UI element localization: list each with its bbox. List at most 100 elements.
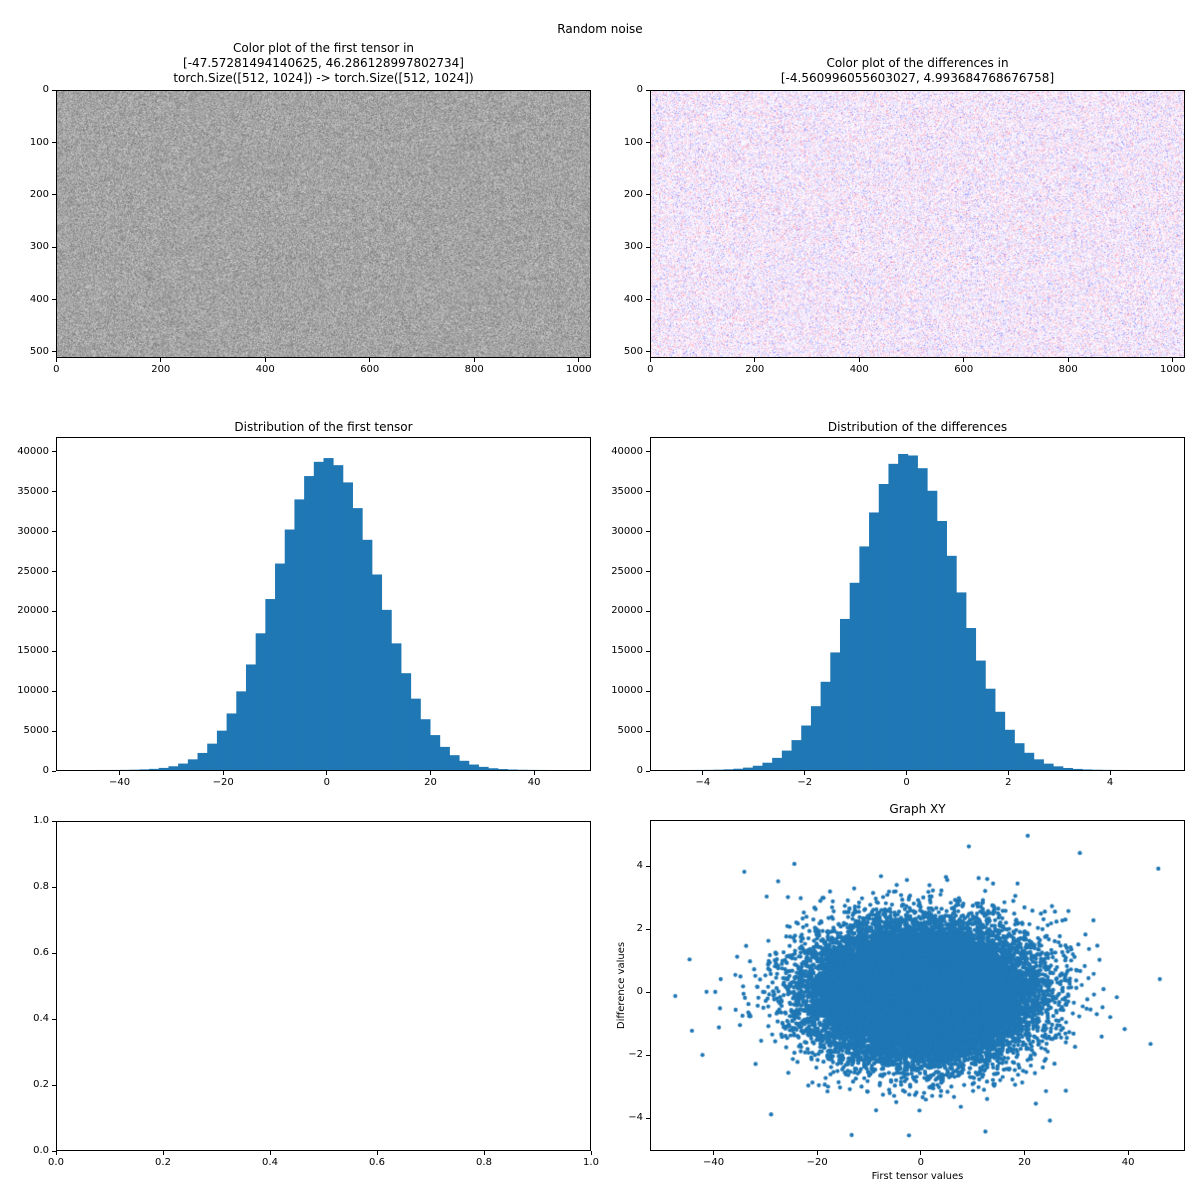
y-tick-mark	[52, 887, 56, 888]
histogram-bar	[879, 484, 889, 770]
histogram-bar	[840, 619, 850, 770]
histogram-bar	[1073, 769, 1083, 770]
first-tensor-noise-image	[57, 91, 590, 357]
y-tick-mark	[52, 821, 56, 822]
histogram-bar	[256, 633, 266, 770]
graph-xy-scatter-canvas	[651, 821, 1184, 1150]
x-tick-label: 0	[918, 1157, 924, 1169]
histogram-bar	[1014, 743, 1024, 770]
histogram-bar	[488, 768, 498, 770]
y-tick-label: 4	[588, 860, 643, 872]
y-tick-mark	[52, 531, 56, 532]
x-tick-label: 400	[850, 364, 869, 376]
histogram-bar	[947, 556, 957, 770]
x-tick-label: 0.2	[155, 1157, 171, 1169]
y-tick-label: 300	[588, 241, 643, 253]
y-tick-mark	[646, 992, 650, 993]
y-tick-label: 0	[0, 84, 49, 96]
y-tick-mark	[52, 491, 56, 492]
y-tick-mark	[52, 953, 56, 954]
x-tick-label: 600	[954, 364, 973, 376]
histogram-bar	[811, 706, 821, 770]
histogram-bar	[995, 712, 1005, 770]
histogram-bar	[440, 747, 450, 770]
x-tick-mark	[804, 771, 805, 775]
y-tick-label: 0	[588, 84, 643, 96]
y-tick-mark	[646, 611, 650, 612]
y-tick-mark	[52, 771, 56, 772]
histogram-bar	[782, 751, 792, 770]
x-tick-label: 600	[360, 364, 379, 376]
x-tick-mark	[163, 1151, 164, 1155]
x-tick-mark	[56, 1151, 57, 1155]
x-tick-mark	[56, 358, 57, 362]
x-tick-mark	[920, 1151, 921, 1155]
x-tick-mark	[119, 771, 120, 775]
y-tick-label: 200	[588, 189, 643, 201]
histogram-bar	[207, 744, 217, 770]
histogram-bar	[401, 673, 411, 770]
y-tick-mark	[52, 451, 56, 452]
y-tick-mark	[646, 194, 650, 195]
figure-suptitle: Random noise	[0, 22, 1200, 36]
y-tick-mark	[646, 142, 650, 143]
y-tick-mark	[646, 451, 650, 452]
histogram-bar	[850, 583, 860, 770]
histogram-bar	[762, 763, 772, 770]
histogram-bar	[227, 713, 237, 770]
y-tick-label: 40000	[588, 446, 643, 458]
histogram-bar	[966, 628, 976, 770]
x-tick-mark	[1024, 1151, 1025, 1155]
y-tick-label: 100	[0, 137, 49, 149]
histogram-bar	[265, 599, 275, 770]
histogram-bar	[733, 769, 743, 770]
histogram-bar	[188, 759, 198, 770]
x-tick-mark	[702, 771, 703, 775]
x-tick-label: 40	[1122, 1157, 1135, 1169]
x-tick-mark	[713, 1151, 714, 1155]
x-tick-mark	[1172, 358, 1173, 362]
y-tick-label: 300	[0, 241, 49, 253]
x-tick-mark	[430, 771, 431, 775]
y-tick-label: −4	[588, 1112, 643, 1124]
histogram-bar	[382, 610, 392, 770]
histogram-bar	[908, 455, 918, 770]
title-differences-colorplot: Color plot of the differences in [-4.560…	[650, 56, 1185, 86]
histogram-bar	[724, 769, 734, 770]
histogram-bar	[246, 664, 256, 770]
axes-empty-plot	[56, 821, 591, 1151]
x-tick-mark	[859, 358, 860, 362]
histogram-bar	[1082, 769, 1092, 770]
histogram-bar	[198, 753, 208, 770]
y-tick-label: −2	[588, 1049, 643, 1061]
axes-differences-histogram	[650, 437, 1185, 771]
axes-first-tensor-colorplot	[56, 90, 591, 358]
x-tick-label: 1000	[1160, 364, 1185, 376]
histogram-bar	[869, 512, 879, 770]
histogram-bar	[275, 564, 285, 770]
histogram-bar	[498, 769, 508, 770]
y-tick-label: 20000	[588, 605, 643, 617]
histogram-bar	[479, 767, 489, 770]
y-tick-mark	[52, 194, 56, 195]
y-tick-label: 25000	[588, 566, 643, 578]
histogram-bar	[859, 546, 869, 770]
x-tick-label: 800	[465, 364, 484, 376]
histogram-bar	[937, 521, 947, 770]
x-tick-label: 1000	[566, 364, 591, 376]
y-tick-label: 400	[0, 294, 49, 306]
title-graph-xy: Graph XY	[650, 802, 1185, 817]
x-tick-mark	[534, 771, 535, 775]
histogram-bar	[178, 764, 188, 770]
histogram-bar	[324, 458, 334, 770]
axes-graph-xy	[650, 820, 1185, 1151]
y-tick-mark	[52, 247, 56, 248]
histogram-bar	[792, 740, 802, 770]
histogram-bar	[801, 726, 811, 770]
x-tick-mark	[474, 358, 475, 362]
histogram-bar	[1034, 759, 1044, 770]
histogram-bar	[372, 574, 382, 770]
y-tick-label: 500	[0, 346, 49, 358]
histogram-bar	[236, 691, 246, 770]
x-tick-mark	[265, 358, 266, 362]
